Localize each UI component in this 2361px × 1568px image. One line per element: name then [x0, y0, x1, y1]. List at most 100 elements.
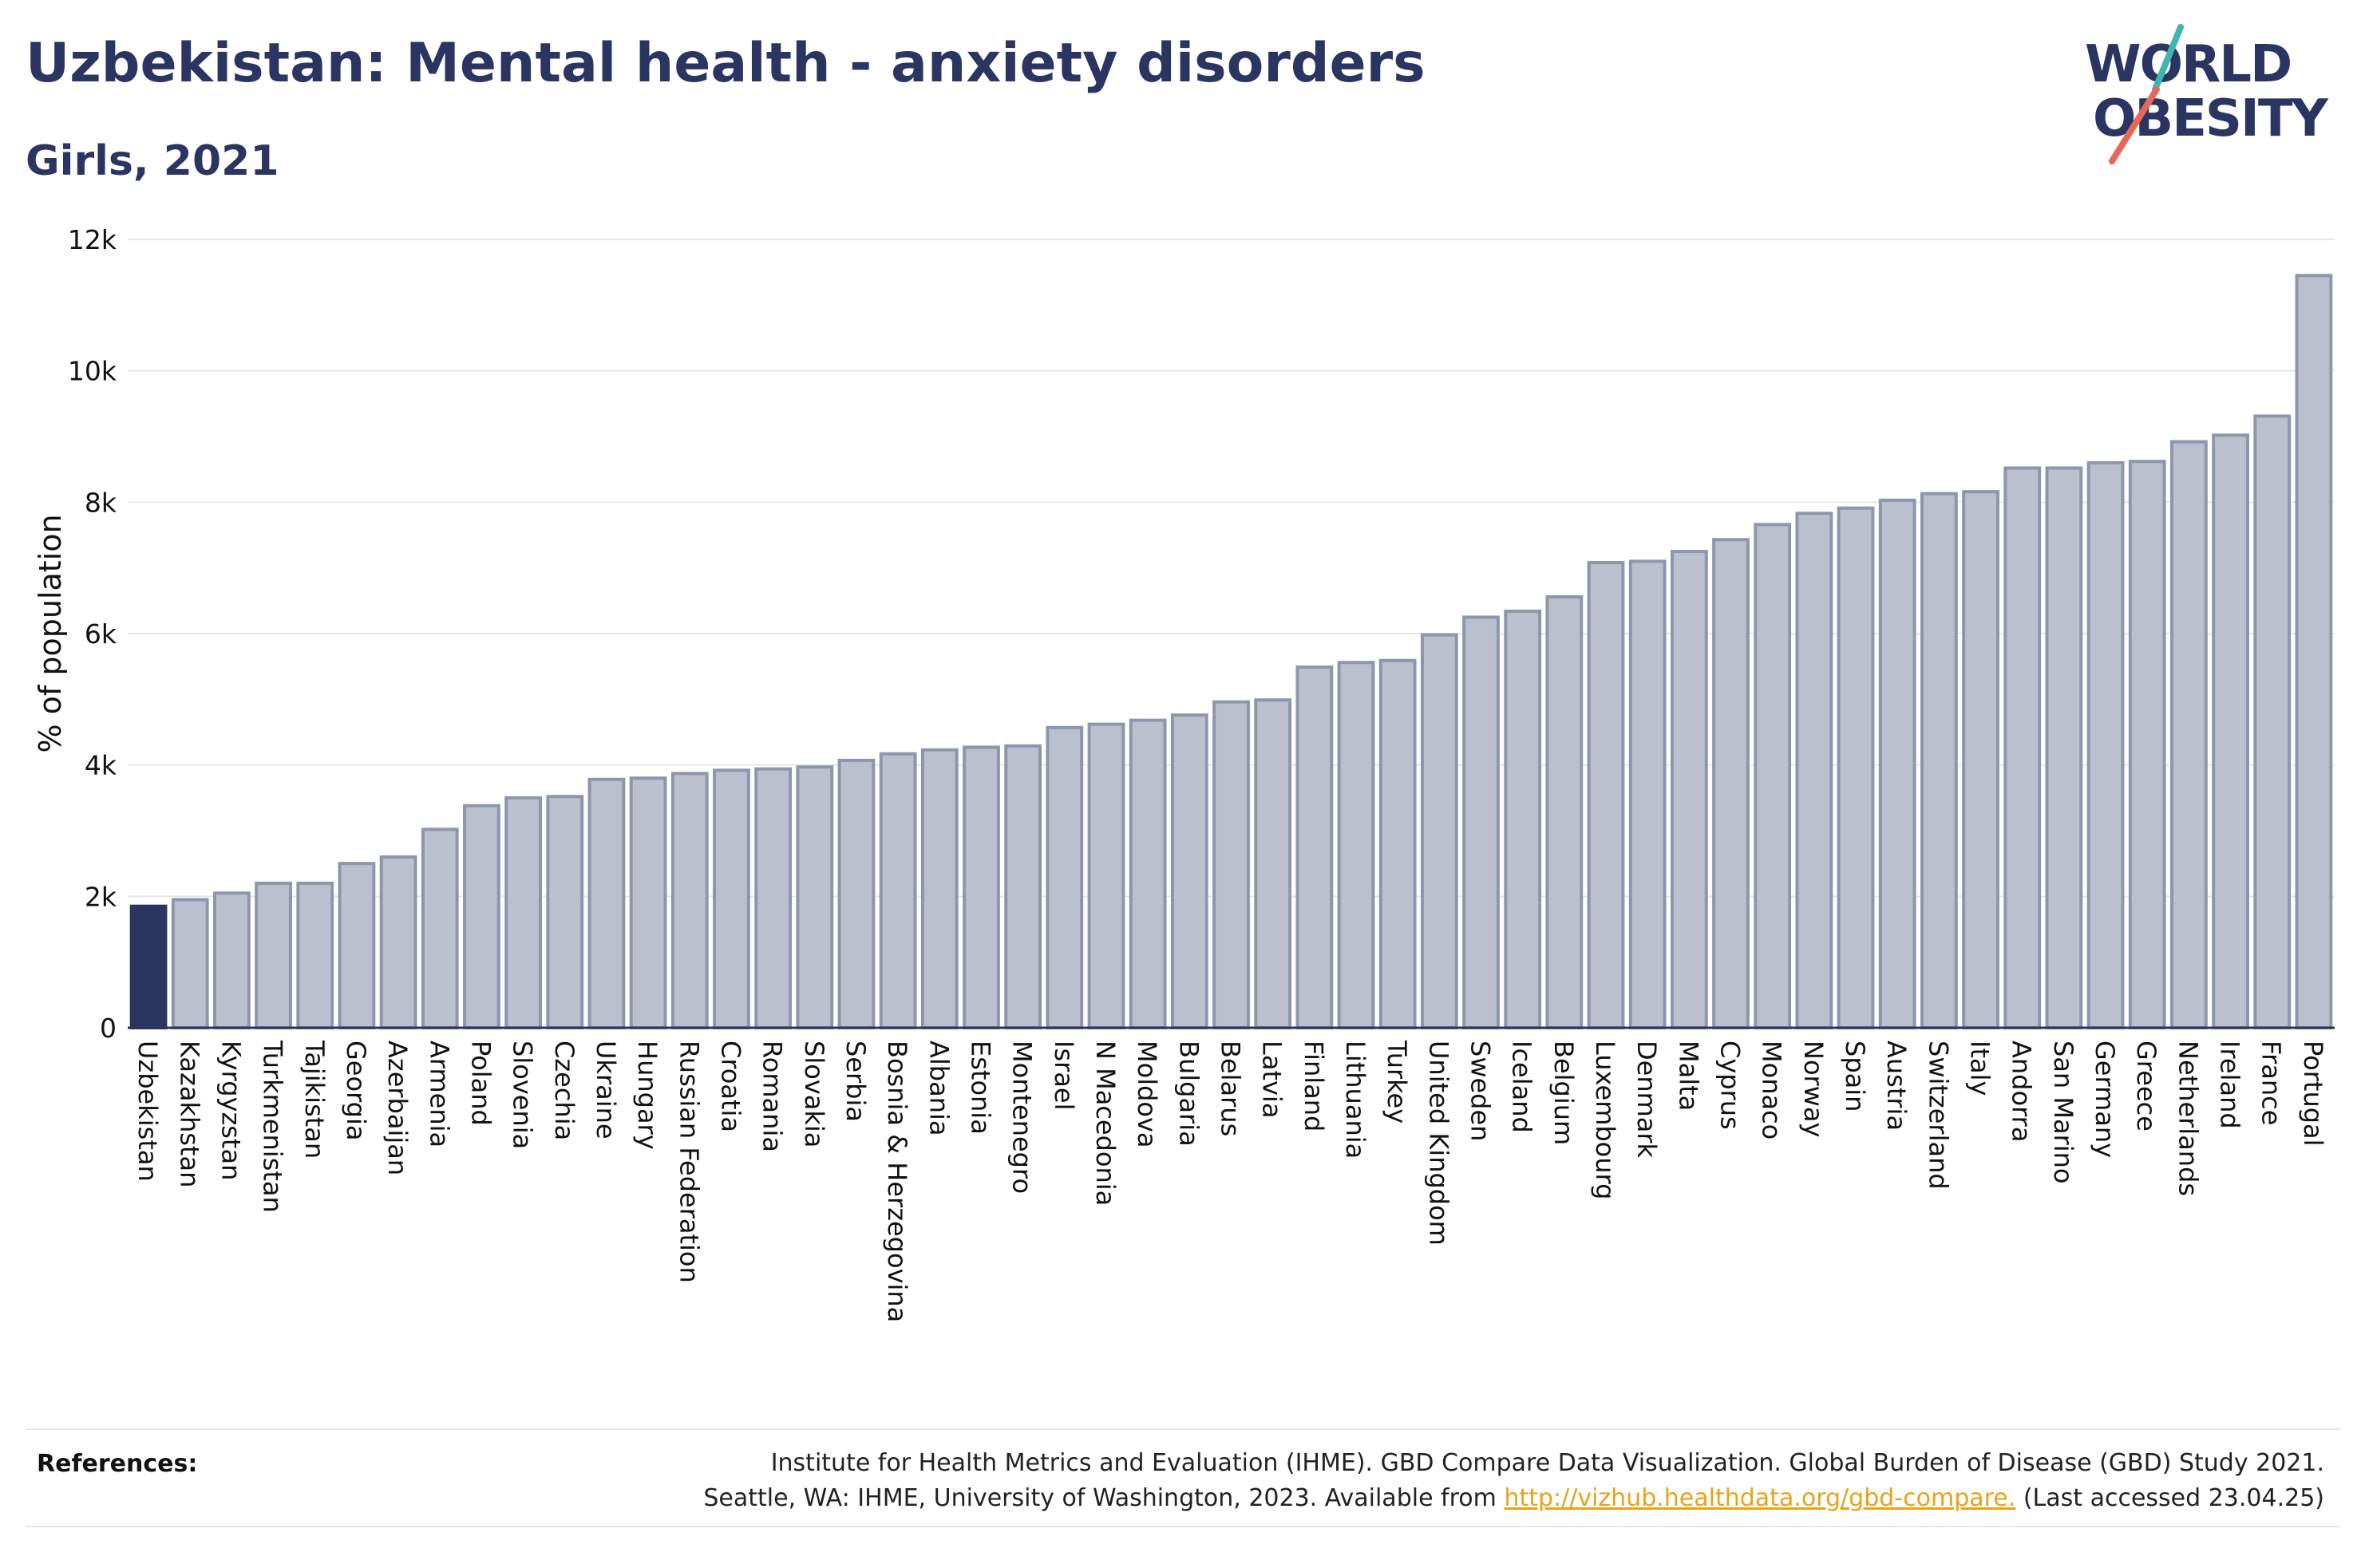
references-label: References:: [37, 1450, 198, 1478]
bar-sweden: [1462, 615, 1500, 1029]
bar-germany: [2086, 460, 2125, 1029]
x-tick-label: France: [2256, 1041, 2287, 1125]
bar-slovenia: [504, 796, 543, 1029]
bar-slovakia: [796, 765, 834, 1029]
bar-denmark: [1628, 559, 1667, 1029]
x-tick-label: Denmark: [1631, 1041, 1662, 1159]
bar-bulgaria: [1170, 713, 1208, 1029]
x-tick-label: Serbia: [840, 1041, 871, 1122]
x-tick-label: Czechia: [549, 1041, 579, 1140]
bar-estonia: [963, 745, 1000, 1029]
bar-albania: [920, 748, 959, 1029]
x-tick-label: Hungary: [632, 1041, 662, 1150]
x-tick-label: Azerbaijan: [382, 1041, 413, 1175]
x-tick-label: Kyrgyzstan: [216, 1041, 246, 1180]
y-tick-label: 0: [100, 1013, 117, 1044]
x-tick-label: Netherlands: [2173, 1041, 2203, 1196]
x-tick-label: Montenegro: [1007, 1041, 1038, 1194]
x-tick-label: Spain: [1840, 1041, 1870, 1112]
x-tick-label: Croatia: [715, 1041, 745, 1132]
logo-text-world: WORLD: [2085, 35, 2291, 94]
logo-slash-teal: [2152, 24, 2184, 93]
bar-turkmenistan: [255, 881, 292, 1030]
x-tick-label: Malta: [1673, 1041, 1703, 1111]
x-tick-label: Poland: [465, 1041, 496, 1126]
y-tick-label: 2k: [85, 881, 117, 912]
bars: [129, 274, 2333, 1030]
x-tick-label: Bulgaria: [1173, 1041, 1204, 1147]
bar-netherlands: [2170, 440, 2208, 1029]
logo-slash-coral: [2109, 86, 2160, 164]
x-tick-label: Andorra: [2007, 1041, 2037, 1142]
y-axis-label: % of population: [33, 514, 68, 752]
bar-lithuania: [1337, 661, 1375, 1030]
x-tick-label: Albania: [923, 1041, 954, 1136]
bar-moldova: [1129, 718, 1167, 1029]
bar-switzerland: [1920, 492, 1958, 1029]
bar-tajikistan: [296, 881, 334, 1030]
references-link[interactable]: http://vizhub.healthdata.org/gbd-compare…: [1504, 1484, 2016, 1512]
y-tick-label: 6k: [85, 618, 117, 650]
x-tick-label: Georgia: [341, 1041, 371, 1140]
bar-romania: [754, 767, 793, 1030]
bar-malta: [1670, 550, 1708, 1029]
x-tick-label: Iceland: [1507, 1041, 1537, 1133]
x-tick-label: Portugal: [2298, 1041, 2328, 1147]
x-tick-label: Norway: [1798, 1041, 1829, 1137]
references-divider-top: [26, 1428, 2340, 1430]
bar-greece: [2128, 460, 2166, 1029]
logo-text-obesity: OBESITY: [2093, 89, 2328, 148]
bar-france: [2253, 414, 2292, 1029]
references-line-2: Seattle, WA: IHME, University of Washing…: [409, 1481, 2324, 1516]
x-tick-label: Turkey: [1382, 1040, 1412, 1124]
x-tick-label: Slovakia: [799, 1041, 829, 1147]
x-tick-label: Belarus: [1216, 1041, 1246, 1136]
x-tick-label: Sweden: [1465, 1041, 1496, 1141]
bar-austria: [1878, 498, 1916, 1029]
bar-croatia: [713, 768, 750, 1030]
references-line-1: Institute for Health Metrics and Evaluat…: [770, 1449, 2324, 1477]
bar-ireland: [2212, 433, 2249, 1029]
x-tick-label: Switzerland: [1923, 1041, 1953, 1190]
bar-spain: [1837, 506, 1875, 1029]
y-tick-label: 8k: [85, 487, 117, 518]
bar-norway: [1795, 511, 1833, 1029]
x-tick-label: Ireland: [2215, 1041, 2245, 1129]
x-tick-label: Lithuania: [1340, 1041, 1370, 1159]
bar-montenegro: [1004, 744, 1042, 1029]
bar-monaco: [1754, 523, 1792, 1029]
bar-n-macedonia: [1087, 722, 1125, 1029]
world-obesity-logo: WORLD OBESITY: [2085, 24, 2330, 164]
bar-poland: [463, 804, 500, 1029]
bar-portugal: [2295, 274, 2333, 1029]
x-tick-label: Cyprus: [1715, 1041, 1746, 1130]
x-tick-label: Israel: [1049, 1041, 1079, 1110]
x-tick-label: Bosnia & Herzegovina: [882, 1041, 912, 1322]
x-tick-label: San Marino: [2048, 1041, 2078, 1184]
bar-iceland: [1504, 610, 1542, 1029]
bar-ukraine: [587, 777, 626, 1030]
bar-serbia: [837, 758, 876, 1029]
x-tick-label: Tajikistan: [299, 1040, 330, 1159]
bar-turkey: [1378, 658, 1417, 1029]
x-tick-label: Romania: [757, 1041, 788, 1152]
x-tick-label: United Kingdom: [1423, 1041, 1453, 1246]
bar-united-kingdom: [1420, 633, 1458, 1029]
bar-georgia: [338, 862, 376, 1029]
bar-armenia: [421, 827, 459, 1030]
bar-kyrgyzstan: [213, 891, 251, 1030]
bar-belgium: [1545, 594, 1584, 1029]
chart-title: Uzbekistan: Mental health - anxiety diso…: [26, 32, 1426, 95]
y-tick-label: 4k: [85, 750, 117, 781]
x-tick-label: Luxembourg: [1590, 1041, 1620, 1199]
bar-finland: [1295, 665, 1334, 1029]
bar-cyprus: [1712, 538, 1750, 1029]
x-tick-label: Turkmenistan: [258, 1040, 288, 1213]
references-divider-bottom: [26, 1526, 2340, 1527]
bar-andorra: [2003, 466, 2042, 1029]
x-tick-label: Latvia: [1257, 1041, 1287, 1118]
x-tick-label: Slovenia: [508, 1041, 538, 1149]
bar-czechia: [546, 795, 584, 1029]
bar-belarus: [1212, 700, 1250, 1029]
bar-russian-federation: [670, 772, 709, 1029]
